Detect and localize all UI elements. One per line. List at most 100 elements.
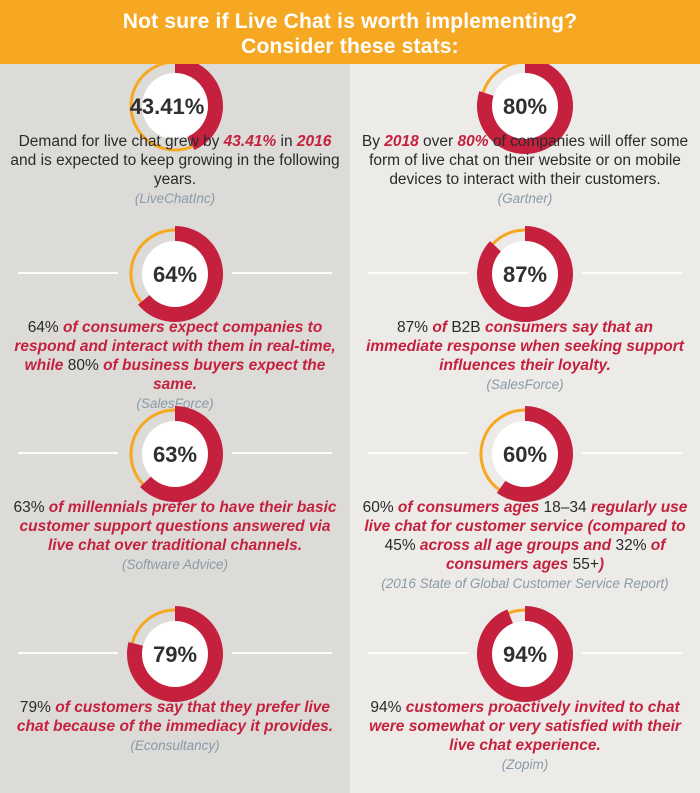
percentage-donut: 60% xyxy=(479,406,574,502)
divider-line xyxy=(18,272,118,274)
stat-card-gartner: 80% By 2018 over 80% of companies will o… xyxy=(350,58,700,230)
divider-line xyxy=(368,272,468,274)
chart-track-arc xyxy=(130,608,175,644)
highlight-value: of business buyers expect the same. xyxy=(98,357,326,393)
percentage-donut: 94% xyxy=(476,606,573,702)
chart-center xyxy=(142,73,208,139)
description-text: 45% xyxy=(384,537,416,554)
description-text: in xyxy=(276,133,297,150)
stat-description: 63% of millennials prefer to have their … xyxy=(10,498,340,574)
stat-card-econsultancy: 79% 79% of customers say that they prefe… xyxy=(0,606,350,793)
stat-card-zopim: 94% 94% customers proactively invited to… xyxy=(350,606,700,793)
source-citation: (Software Advice) xyxy=(121,557,229,572)
highlight-value: of consumers ages xyxy=(393,499,544,516)
divider-line xyxy=(368,652,468,654)
description-text: 80% xyxy=(67,357,99,374)
chart-track-arc xyxy=(129,60,194,152)
highlight-value: consumers say that an immediate response… xyxy=(366,319,684,374)
description-text: 63% xyxy=(13,499,45,516)
chart-value-label: 94% xyxy=(503,642,547,667)
description-text: 32% xyxy=(615,537,647,554)
chart-value-label: 80% xyxy=(503,94,547,119)
highlight-value: of customers say that they prefer live c… xyxy=(16,699,334,735)
description-text: 55+ xyxy=(572,556,599,573)
stat-description: Demand for live chat grew by 43.41% in 2… xyxy=(10,132,340,208)
source-citation: (Gartner) xyxy=(497,191,553,206)
description-text: 64% xyxy=(27,319,59,336)
chart-track-arc xyxy=(508,608,526,615)
chart-value-label: 87% xyxy=(503,262,547,287)
chart-center xyxy=(142,621,208,687)
chart-track-arc xyxy=(479,408,525,491)
page-subtitle: Consider these stats: xyxy=(241,35,459,58)
description-text: 79% xyxy=(19,699,51,716)
source-citation: (Econsultancy) xyxy=(130,738,220,753)
header-banner: Not sure if Live Chat is worth implement… xyxy=(0,0,700,64)
description-text: By xyxy=(361,133,385,150)
divider-line xyxy=(18,652,118,654)
divider-line xyxy=(582,452,682,454)
stat-description: 94% customers proactively invited to cha… xyxy=(360,698,690,774)
highlight-value: of consumers expect companies to respond… xyxy=(14,319,336,374)
chart-center xyxy=(142,241,208,307)
chart-track-arc xyxy=(491,228,526,245)
description-text: B2B xyxy=(451,319,481,336)
percentage-donut: 80% xyxy=(477,58,574,154)
highlight-value: regularly use live chat for customer ser… xyxy=(364,499,688,535)
source-citation: (SalesForce) xyxy=(486,377,564,392)
highlight-value: of millennials prefer to have their basi… xyxy=(19,499,337,554)
source-citation: (LiveChatInc) xyxy=(134,191,216,206)
description-text: of companies will offer some form of liv… xyxy=(369,133,689,188)
stat-description: 64% of consumers expect companies to res… xyxy=(10,318,340,413)
source-citation: (SalesForce) xyxy=(136,396,214,411)
chart-value-label: 43.41% xyxy=(130,94,205,119)
percentage-donut: 79% xyxy=(127,606,224,702)
divider-line xyxy=(232,452,332,454)
divider-line xyxy=(582,272,682,274)
percentage-donut: 63% xyxy=(129,406,223,502)
stat-description: 79% of customers say that they prefer li… xyxy=(10,698,340,755)
percentage-donut: 43.41% xyxy=(129,58,223,152)
highlight-value: customers proactively invited to chat we… xyxy=(369,699,681,754)
chart-center xyxy=(142,421,208,487)
percentage-donut: 64% xyxy=(129,226,224,322)
stat-description: 87% of B2B consumers say that an immedia… xyxy=(360,318,690,394)
chart-center xyxy=(492,241,558,307)
chart-track-arc xyxy=(129,228,175,304)
chart-center xyxy=(492,421,558,487)
description-text: 94% xyxy=(370,699,402,716)
description-text: 18–34 xyxy=(543,499,587,516)
stat-description: By 2018 over 80% of companies will offer… xyxy=(360,132,690,208)
chart-value-label: 63% xyxy=(153,442,197,467)
chart-track-arc xyxy=(129,408,175,486)
description-text: 60% xyxy=(362,499,394,516)
stat-card-salesforce-realtime: 64% 64% of consumers expect companies to… xyxy=(0,226,350,413)
source-citation: (2016 State of Global Customer Service R… xyxy=(381,576,669,591)
divider-line xyxy=(368,452,468,454)
chart-value-label: 64% xyxy=(153,262,197,287)
stat-card-software-advice: 63% 63% of millennials prefer to have th… xyxy=(0,406,350,610)
highlight-value: 2018 xyxy=(384,133,419,150)
divider-line xyxy=(232,272,332,274)
page-title: Not sure if Live Chat is worth implement… xyxy=(122,10,578,33)
chart-center xyxy=(492,621,558,687)
description-text: 87% xyxy=(397,319,429,336)
chart-value-label: 79% xyxy=(153,642,197,667)
description-text: Demand for live chat grew by xyxy=(18,133,224,150)
source-citation: (Zopim) xyxy=(501,757,549,772)
highlight-value: of xyxy=(428,319,452,336)
stat-card-global-customer-service: 60% 60% of consumers ages 18–34 regularl… xyxy=(350,406,700,610)
percentage-donut: 87% xyxy=(476,226,573,322)
stat-card-livechatinc: 43.41% Demand for live chat grew by 43.4… xyxy=(0,58,350,230)
stat-card-salesforce-b2b: 87% 87% of B2B consumers say that an imm… xyxy=(350,226,700,410)
highlight-value: 43.41% xyxy=(223,133,277,150)
chart-value-label: 60% xyxy=(503,442,547,467)
stat-description: 60% of consumers ages 18–34 regularly us… xyxy=(360,498,690,593)
divider-line xyxy=(232,652,332,654)
highlight-value: 80% xyxy=(457,133,489,150)
description-text: and is expected to keep growing in the f… xyxy=(10,152,340,188)
highlight-value: of consumers ages xyxy=(445,537,666,573)
highlight-value: 2016 xyxy=(296,133,332,150)
chart-center xyxy=(492,73,558,139)
description-text: over xyxy=(418,133,458,150)
